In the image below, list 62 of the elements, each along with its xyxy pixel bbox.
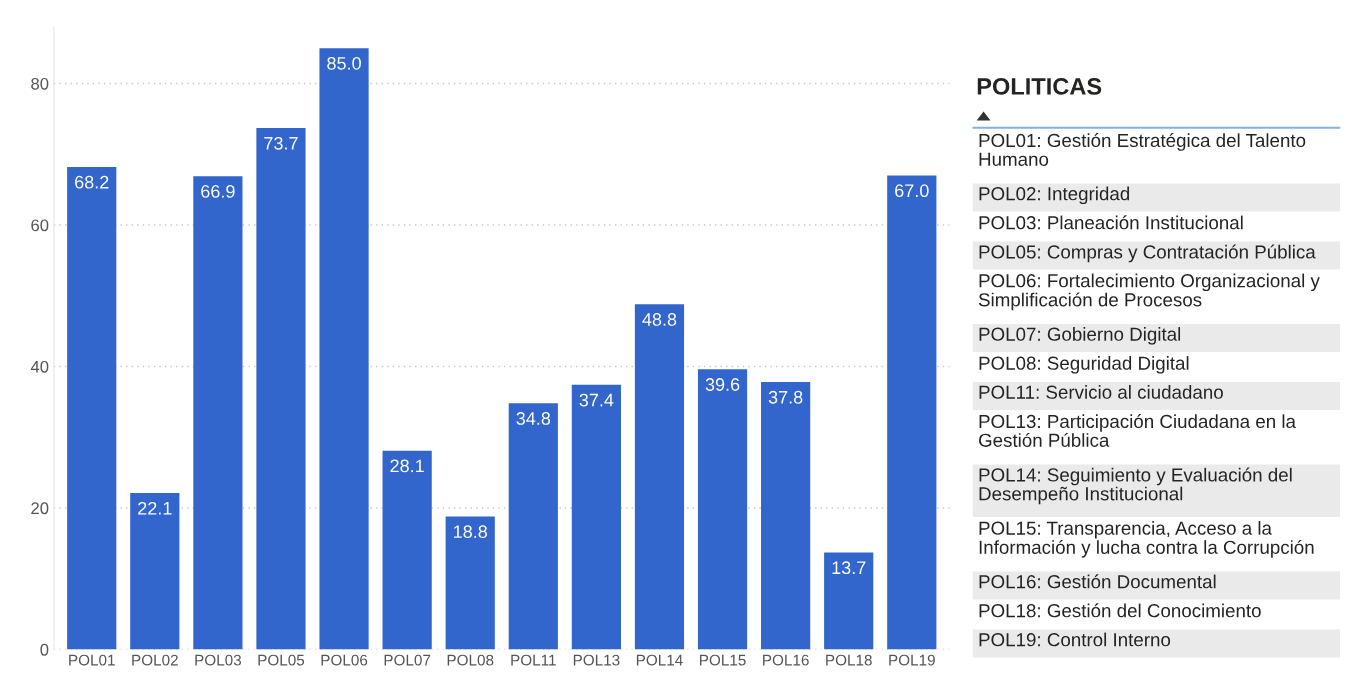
bar	[319, 48, 369, 650]
x-tick-label: POL07	[384, 654, 431, 666]
x-tick-label: POL14	[636, 654, 683, 666]
data-label: 73.7	[264, 136, 298, 150]
bar	[256, 128, 306, 650]
text: POL15: Transparencia, Acceso a la Información y lucha contra la Corrupción	[979, 521, 1314, 558]
text: POL03: Planeación Institucional	[979, 215, 1243, 230]
data-label: 68.2	[75, 175, 109, 189]
text: POL11: Servicio al ciudadano	[979, 385, 1223, 399]
bar	[634, 304, 685, 650]
x-tick-label: POL11	[511, 654, 556, 666]
x-tick-label: POL01	[69, 654, 115, 666]
x-tick-label: POL08	[447, 654, 494, 666]
text: POL16: Gestión Documental	[979, 574, 1216, 589]
data-label: 34.8	[516, 412, 551, 425]
x-tick-label: POL13	[573, 654, 620, 666]
bar	[130, 493, 180, 650]
text: POL02: Integridad	[979, 186, 1130, 205]
text: POL13: Participación Ciudadana en la Gestión Pública	[978, 414, 1296, 447]
text: POLITICAS	[977, 78, 1102, 95]
data-label: 37.8	[768, 390, 803, 404]
data-label: 37.4	[579, 393, 614, 407]
bar	[824, 552, 874, 650]
y-tick-label: 60	[31, 219, 49, 232]
data-label: 22.1	[138, 501, 172, 515]
text: POL18: Gestión del Conocimiento	[979, 603, 1261, 618]
bar	[67, 166, 117, 650]
data-label: 85.0	[327, 56, 361, 70]
bar	[445, 516, 495, 650]
x-tick-label: POL02	[132, 654, 178, 666]
x-tick-label: POL15	[700, 654, 746, 666]
data-label: 66.9	[201, 184, 235, 198]
bar	[697, 369, 748, 650]
y-tick-label: 80	[31, 77, 49, 90]
x-tick-label: POL05	[258, 654, 305, 666]
bar	[571, 384, 621, 650]
text: POL06: Fortalecimiento Organizacional y Simplificación de Procesos	[978, 273, 1320, 311]
y-tick-label: 20	[31, 502, 49, 515]
data-label: 18.8	[454, 525, 487, 539]
text: POL07: Gobierno Digital	[979, 327, 1181, 345]
bar	[382, 450, 432, 650]
bar	[193, 176, 243, 650]
text: POL01: Gestión Estratégica del Talento Humano	[979, 133, 1306, 166]
x-tick-label: POL18	[826, 654, 872, 666]
x-tick-label: POL03	[195, 654, 241, 666]
text: POL14: Seguimiento y Evaluación del Desempeño Institucional	[979, 467, 1292, 505]
bar	[761, 382, 811, 650]
data-label: 67.0	[895, 184, 929, 198]
text: POL05: Compras y Contratación Pública	[979, 244, 1316, 263]
data-label: 48.8	[642, 313, 677, 326]
x-tick-label: POL06	[321, 654, 368, 666]
y-tick-label: 40	[30, 360, 49, 373]
x-tick-label: POL19	[889, 654, 935, 666]
bar	[887, 175, 937, 650]
bar	[508, 403, 558, 650]
data-label: 28.1	[390, 459, 424, 473]
data-label: 13.7	[832, 561, 866, 575]
data-label: 39.6	[705, 378, 740, 391]
text: POL08: Seguridad Digital	[979, 356, 1189, 374]
x-tick-label: POL16	[763, 654, 809, 666]
text: POL19: Control Interno	[979, 632, 1171, 647]
y-tick-label: 0	[40, 643, 49, 656]
